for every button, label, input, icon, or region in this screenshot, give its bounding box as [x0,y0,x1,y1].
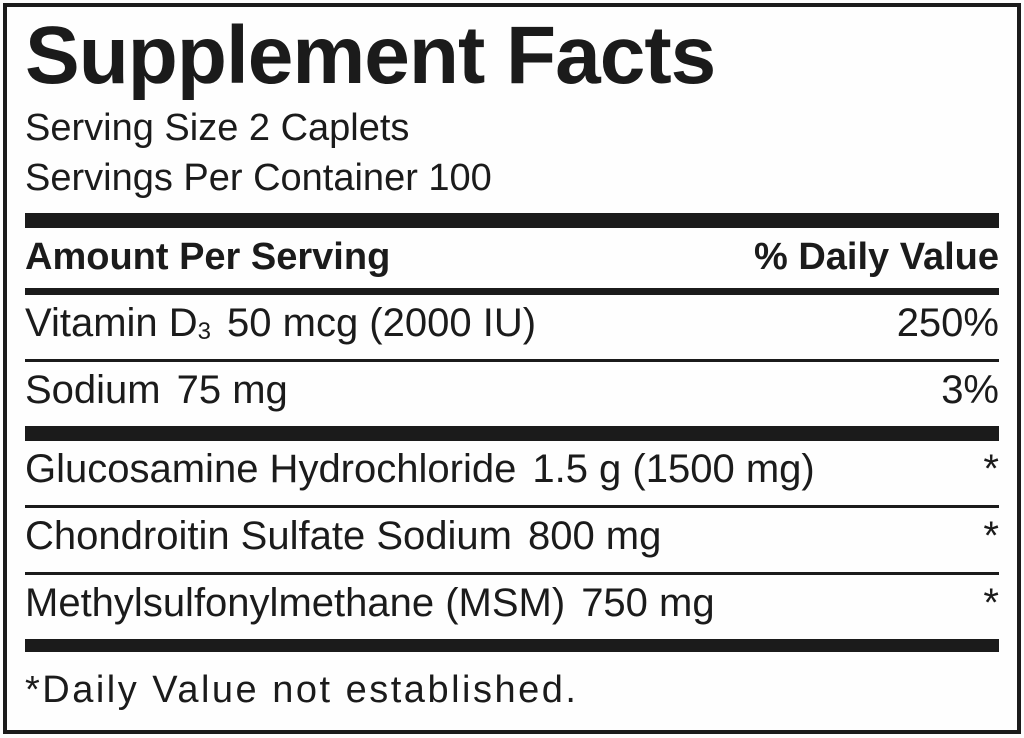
daily-value: 3% [941,368,999,412]
amount-per-serving-header: Amount Per Serving [25,236,391,278]
row-chondroitin: Chondroitin Sulfate Sodium 800 mg * [25,508,999,572]
divider-thin-1 [25,359,999,362]
nutrient-name-text: Sodium [25,368,161,412]
nutrient-name-text: Vitamin D [25,301,198,345]
nutrient-amount: 50 mcg (2000 IU) [227,301,537,345]
row-msm: Methylsulfonylmethane (MSM) 750 mg * [25,575,999,639]
nutrient-name: Glucosamine Hydrochloride [25,447,516,491]
nutrient-amount: 750 mg [581,581,715,625]
nutrient-amount: 1.5 g (1500 mg) [532,447,815,491]
nutrient-name-text: Methylsulfonylmethane (MSM) [25,581,566,625]
serving-size-text: Serving Size 2 Caplets [25,107,410,149]
nutrient-name-text: Glucosamine Hydrochloride [25,447,517,491]
divider-thin-2 [25,505,999,508]
row-vitamin-d3: Vitamin D3 50 mcg (2000 IU) 250% [25,295,999,359]
serving-info-block: Serving Size 2 Caplets Servings Per Cont… [25,103,999,203]
nutrient-amount: 75 mg [176,368,288,412]
nutrient-name-group: Chondroitin Sulfate Sodium 800 mg [25,514,661,558]
daily-value-asterisk: * [983,581,999,625]
supplement-facts-title: Supplement Facts [25,10,716,101]
nutrient-name-text: Chondroitin Sulfate Sodium [25,514,512,558]
percent-daily-value-header: % Daily Value [753,236,999,278]
divider-thick-middle [25,426,999,441]
nutrient-amount: 800 mg [527,514,662,558]
nutrient-name-group: Methylsulfonylmethane (MSM) 750 mg [25,581,715,625]
daily-value-asterisk: * [983,447,999,491]
divider-medium-under-header [25,288,999,295]
nutrient-name: Methylsulfonylmethane (MSM) [25,581,565,625]
daily-value-asterisk: * [983,514,999,558]
supplement-facts-panel: Supplement Facts Serving Size 2 Caplets … [3,3,1021,734]
divider-thin-3 [25,572,999,575]
row-sodium: Sodium 75 mg 3% [25,362,999,426]
nutrient-name: Sodium [25,368,161,412]
row-glucosamine: Glucosamine Hydrochloride 1.5 g (1500 mg… [25,441,999,505]
column-header-row: Amount Per Serving % Daily Value [25,234,999,280]
daily-value-footnote: *Daily Value not established. [25,669,579,711]
nutrient-name: Chondroitin Sulfate Sodium [25,514,512,558]
nutrient-name-group: Vitamin D3 50 mcg (2000 IU) [25,301,536,345]
nutrient-name-subscript: 3 [197,317,212,345]
divider-thick-bottom [25,639,999,652]
divider-thick-top [25,213,999,228]
nutrient-name-group: Sodium 75 mg [25,368,288,412]
servings-per-container-text: Servings Per Container 100 [25,157,492,199]
nutrient-name: Vitamin D3 [25,301,211,345]
nutrient-name-group: Glucosamine Hydrochloride 1.5 g (1500 mg… [25,447,815,491]
daily-value: 250% [896,301,999,345]
